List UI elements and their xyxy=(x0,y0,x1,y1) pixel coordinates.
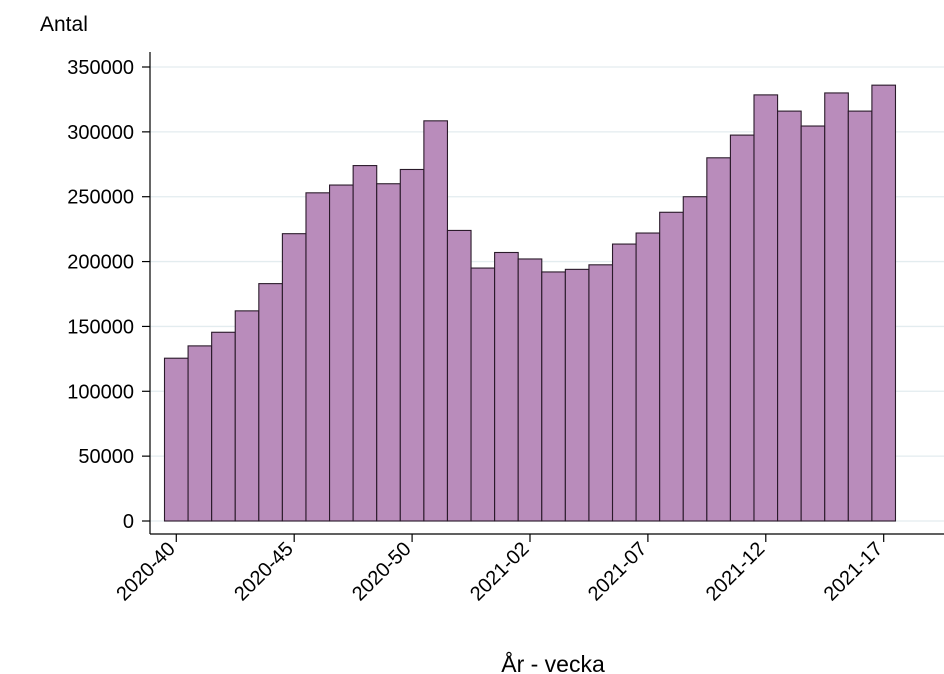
bar-2020-51 xyxy=(423,120,449,522)
bar-2021-12 xyxy=(753,94,779,522)
bar-2021-13 xyxy=(777,110,802,522)
bar-2020-48 xyxy=(352,165,378,522)
x-ticks: 2020-40 2020-45 2020-50 2021-02 2021-07 2021-… xyxy=(112,534,887,605)
bar-2020-50 xyxy=(399,168,425,522)
x-tick-label: 2020-45 xyxy=(230,538,297,605)
y-tick-label: 0 xyxy=(123,511,134,533)
y-tick-label: 350000 xyxy=(67,57,134,79)
bar-2020-41 xyxy=(187,345,213,522)
bar-2021-17 xyxy=(871,84,897,522)
bar-2020-49 xyxy=(376,183,401,522)
y-tick-label: 100000 xyxy=(67,381,134,403)
bar-2021-11 xyxy=(729,134,755,522)
bar-2021-05 xyxy=(588,264,614,522)
y-ticks: 0 50000 100000 150000 200000 250000 300000 3500… xyxy=(67,57,150,533)
bar-2021-07 xyxy=(635,232,661,522)
x-axis-label: År - vecka xyxy=(501,650,605,674)
bar-2021-14 xyxy=(800,125,826,522)
bar-2020-44 xyxy=(258,283,283,522)
bar-2020-42 xyxy=(211,331,236,522)
bars xyxy=(163,84,897,522)
bar-2020-52 xyxy=(446,229,472,522)
y-tick-label: 150000 xyxy=(67,316,134,338)
bar-2021-08 xyxy=(659,211,684,522)
x-tick-label: 2021-07 xyxy=(584,538,651,605)
bar-2021-04 xyxy=(564,268,590,522)
bar-2021-16 xyxy=(847,110,873,522)
bar-2021-09 xyxy=(682,196,708,522)
bar-2020-46 xyxy=(305,192,331,522)
bar-2020-40 xyxy=(163,357,189,522)
x-tick-label: 2021-17 xyxy=(820,538,887,605)
bar-2020-53 xyxy=(470,267,496,522)
bar-2021-01 xyxy=(494,251,519,522)
x-tick-label: 2021-12 xyxy=(702,538,769,605)
x-tick-label: 2020-40 xyxy=(112,538,179,605)
y-tick-label: 50000 xyxy=(78,446,134,468)
bar-2021-02 xyxy=(517,258,543,522)
y-tick-label: 300000 xyxy=(67,122,134,144)
y-axis-label: Antal xyxy=(40,13,88,36)
bar-2021-15 xyxy=(824,92,849,522)
bar-2021-10 xyxy=(706,157,731,522)
x-tick-label: 2020-50 xyxy=(348,538,415,605)
bar-2021-06 xyxy=(611,243,637,522)
bar-2020-45 xyxy=(281,233,307,522)
x-tick-label: 2021-02 xyxy=(466,538,533,605)
y-tick-label: 200000 xyxy=(67,252,134,274)
y-tick-label: 250000 xyxy=(67,187,134,209)
bar-2020-47 xyxy=(329,184,354,522)
bar-2020-43 xyxy=(234,310,260,522)
bar-2021-03 xyxy=(541,271,566,522)
